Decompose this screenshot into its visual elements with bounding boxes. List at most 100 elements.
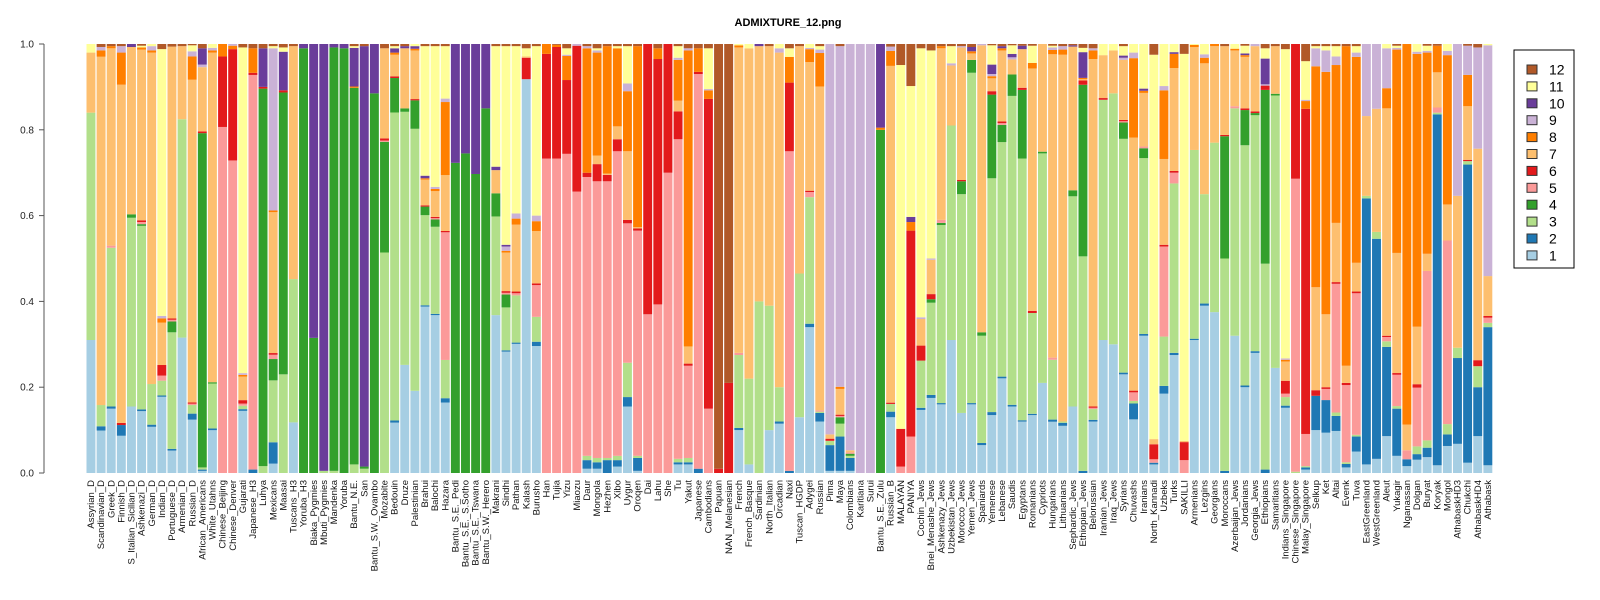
bar-segment-component-2 bbox=[582, 460, 592, 469]
bar-Nganassan bbox=[1402, 44, 1412, 473]
bar-segment-component-7 bbox=[592, 155, 602, 165]
bar-segment-component-9 bbox=[1250, 44, 1260, 47]
bar-segment-component-3 bbox=[1331, 412, 1341, 416]
bar-North_Kannadi bbox=[1149, 44, 1159, 473]
bar-segment-component-2 bbox=[1017, 420, 1027, 422]
bar-Azerbaijan_Jews bbox=[1230, 44, 1240, 473]
bar-segment-component-1 bbox=[592, 468, 602, 473]
bar-segment-component-4 bbox=[258, 88, 268, 467]
bar-segment-component-5 bbox=[734, 352, 744, 356]
bar-segment-component-5 bbox=[167, 319, 177, 322]
bar-segment-component-6 bbox=[1078, 80, 1088, 85]
x-tick-label: Dolgan bbox=[1412, 480, 1423, 510]
x-tick-label: Luhya bbox=[258, 479, 269, 506]
bar-segment-component-12 bbox=[653, 44, 663, 49]
bar-segment-component-3 bbox=[440, 359, 450, 399]
bar-segment-component-1 bbox=[633, 470, 643, 473]
bar-segment-component-1 bbox=[268, 463, 278, 473]
bar-segment-component-6 bbox=[167, 318, 177, 320]
bar-segment-component-11 bbox=[1098, 44, 1108, 56]
bar-segment-component-7 bbox=[1412, 326, 1422, 385]
bar-segment-component-6 bbox=[896, 428, 906, 467]
bar-segment-component-12 bbox=[349, 44, 359, 47]
bar-segment-component-12 bbox=[1118, 44, 1128, 47]
bar-segment-component-1 bbox=[744, 464, 754, 473]
bar-segment-component-3 bbox=[1078, 256, 1088, 471]
bar-Athabask bbox=[1483, 44, 1493, 473]
x-tick-label: Armenians bbox=[1189, 480, 1200, 526]
bar-segment-component-4 bbox=[461, 153, 470, 473]
bar-segment-component-11 bbox=[906, 86, 916, 217]
bar-segment-component-7 bbox=[734, 47, 744, 353]
bar-segment-component-11 bbox=[410, 44, 420, 47]
bar-segment-component-1 bbox=[440, 402, 450, 473]
bar-segment-component-12 bbox=[1473, 44, 1483, 48]
x-tick-label: Cambodians bbox=[704, 480, 715, 534]
bar-Ethiopians bbox=[1260, 44, 1270, 473]
bar-segment-component-11 bbox=[1048, 45, 1058, 48]
x-tick-label: Bantu_S.W._Ovambo bbox=[369, 480, 380, 571]
bar-segment-component-5 bbox=[218, 126, 228, 474]
bar-segment-component-5 bbox=[531, 285, 541, 317]
bar-Sephardic_Jews bbox=[1068, 44, 1078, 473]
bar-segment-component-5 bbox=[1422, 270, 1432, 441]
bar-segment-component-8 bbox=[147, 50, 157, 53]
bar-segment-component-11 bbox=[349, 46, 359, 48]
legend-swatch bbox=[1526, 182, 1538, 193]
bar-segment-component-8 bbox=[835, 386, 845, 389]
bar-segment-component-2 bbox=[1169, 352, 1179, 356]
bar-Chukchi bbox=[1463, 44, 1473, 473]
bar-segment-component-10 bbox=[319, 44, 329, 471]
x-tick-label: Uzbekistan_Jews bbox=[946, 480, 957, 554]
bar-segment-component-8 bbox=[622, 91, 632, 152]
bar-segment-component-5 bbox=[663, 172, 673, 473]
bar-segment-component-12 bbox=[1048, 44, 1058, 46]
bar-segment-component-3 bbox=[420, 215, 430, 306]
bar-segment-component-3 bbox=[531, 316, 541, 342]
x-tick-label: Ashkenazi_D bbox=[137, 480, 148, 536]
bar-segment-component-1 bbox=[1088, 421, 1098, 473]
bar-segment-component-7 bbox=[511, 224, 521, 292]
bar-segment-component-2 bbox=[1372, 238, 1381, 459]
legend-swatch bbox=[1526, 165, 1538, 176]
bar-segment-component-9 bbox=[1199, 54, 1209, 58]
bar-segment-component-6 bbox=[1301, 108, 1311, 434]
bar-segment-component-4 bbox=[268, 359, 278, 381]
x-tick-label: Cochin_Jews bbox=[916, 480, 927, 537]
bar-segment-component-7 bbox=[1250, 46, 1260, 112]
bar-segment-component-4 bbox=[845, 453, 855, 456]
bar-Miaozu bbox=[572, 44, 582, 474]
bar-segment-component-1 bbox=[147, 426, 157, 473]
bar-segment-component-1 bbox=[187, 419, 197, 473]
bar-segment-component-3 bbox=[1382, 341, 1392, 347]
bar-segment-component-4 bbox=[1078, 84, 1088, 257]
bar-Chinese_Beijing bbox=[218, 44, 228, 474]
bar-Mongol bbox=[1442, 44, 1452, 473]
bar-segment-component-10 bbox=[126, 44, 136, 48]
x-tick-label: Xibo bbox=[612, 480, 623, 499]
bar-segment-component-3 bbox=[1088, 409, 1098, 420]
bar-segment-component-10 bbox=[359, 46, 369, 467]
bar-segment-component-4 bbox=[380, 141, 389, 253]
bar-segment-component-5 bbox=[380, 140, 389, 142]
bar-segment-component-11 bbox=[1199, 44, 1209, 55]
bar-segment-component-2 bbox=[987, 412, 997, 416]
x-tick-label: Ethiopians bbox=[1260, 480, 1271, 525]
x-tick-label: Kalash bbox=[521, 480, 532, 509]
bar-segment-component-5 bbox=[1129, 392, 1139, 401]
bar-Finnish_D bbox=[116, 44, 126, 473]
bar-segment-component-3 bbox=[1068, 196, 1078, 407]
bar-segment-component-3 bbox=[96, 405, 106, 427]
bar-segment-component-1 bbox=[167, 450, 177, 473]
bar-segment-component-3 bbox=[1301, 466, 1311, 468]
bar-segment-component-2 bbox=[1007, 404, 1017, 407]
bar-segment-component-3 bbox=[886, 403, 896, 412]
x-tick-label: Malay_Singapore bbox=[1301, 480, 1312, 554]
bar-segment-component-6 bbox=[673, 111, 683, 140]
bar-segment-component-7 bbox=[683, 346, 693, 364]
bar-segment-component-3 bbox=[278, 374, 288, 473]
bar-segment-component-7 bbox=[1118, 59, 1128, 120]
bar-segment-component-2 bbox=[784, 470, 794, 473]
bar-segment-component-1 bbox=[1402, 466, 1412, 473]
bar-segment-component-2 bbox=[1240, 385, 1250, 388]
